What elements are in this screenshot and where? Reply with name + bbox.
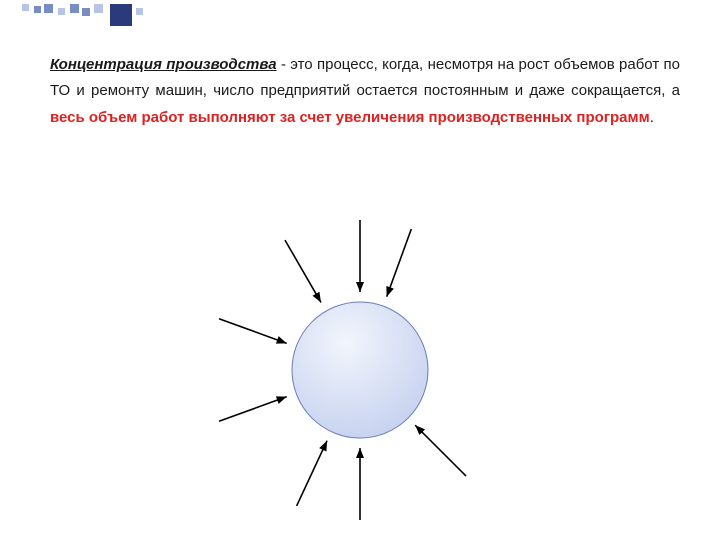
arrow-shaft	[387, 229, 412, 297]
arrow-head	[313, 292, 321, 303]
arrow-head	[356, 282, 364, 292]
arrow-head	[356, 448, 364, 458]
deco-small-square	[44, 4, 53, 13]
deco-small-square	[70, 4, 79, 13]
paragraph: Концентрация производства - это процесс,…	[50, 52, 680, 131]
concentration-diagram	[0, 200, 720, 530]
arrow-shaft	[219, 319, 287, 344]
deco-small-square	[82, 8, 90, 16]
deco-small-square	[136, 8, 143, 15]
center-circle	[292, 302, 428, 438]
deco-small-square	[34, 6, 41, 13]
arrow-head	[276, 336, 287, 344]
deco-small-square	[22, 4, 29, 11]
arrow-shaft	[219, 397, 287, 422]
arrow-head	[276, 396, 287, 404]
highlight: весь объем работ выполняют за счет увели…	[50, 109, 650, 126]
arrow-shaft	[415, 425, 466, 476]
arrow-head	[386, 286, 394, 297]
arrow-head	[319, 441, 327, 452]
diagram-svg	[180, 200, 540, 530]
body-2: .	[650, 109, 654, 126]
deco-big-square	[110, 4, 132, 26]
arrow-shaft	[297, 441, 327, 506]
deco-small-square	[58, 8, 65, 15]
corner-decoration	[0, 0, 150, 30]
arrow-shaft	[285, 240, 321, 302]
term: Концентрация производства	[50, 56, 277, 73]
deco-small-square	[94, 4, 103, 13]
